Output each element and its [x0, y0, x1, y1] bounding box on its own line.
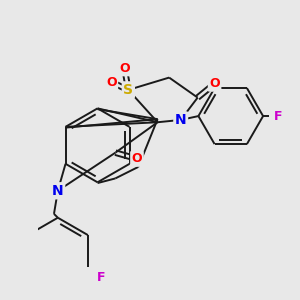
Text: N: N: [175, 113, 187, 127]
Text: N: N: [52, 184, 64, 198]
Text: O: O: [106, 76, 117, 89]
Text: S: S: [123, 83, 133, 97]
Text: O: O: [209, 77, 220, 90]
Text: O: O: [132, 152, 142, 165]
Text: O: O: [119, 62, 130, 75]
Text: F: F: [274, 110, 283, 123]
Text: F: F: [97, 271, 105, 284]
